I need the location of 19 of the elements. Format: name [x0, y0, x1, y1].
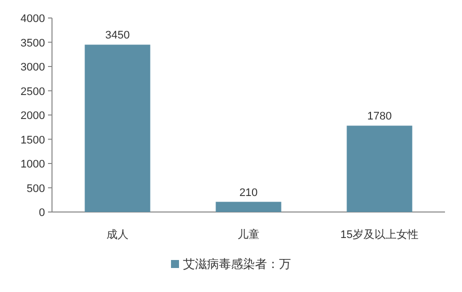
x-tick-label: 儿童: [238, 228, 260, 241]
y-tick-label: 2000: [20, 110, 45, 122]
y-tick-label: 3000: [20, 62, 45, 74]
y-tick-label: 1500: [20, 134, 45, 146]
y-tick-label: 500: [26, 182, 45, 195]
x-tick-label: 成人: [106, 228, 128, 241]
bar: [346, 126, 412, 212]
data-label: 3450: [105, 30, 130, 42]
bar: [216, 202, 282, 212]
y-tick-label: 1000: [20, 158, 45, 170]
y-tick-label: 3500: [20, 37, 45, 50]
data-label: 1780: [367, 110, 392, 123]
bar: [84, 44, 150, 212]
y-tick-label: 0: [38, 207, 45, 219]
data-label: 210: [239, 186, 258, 199]
x-tick-label: 15岁及以上女性: [340, 228, 419, 241]
y-tick-label: 4000: [20, 13, 45, 25]
y-tick-label: 2500: [20, 86, 45, 98]
legend-label: 艾滋病毒感染者：万: [183, 257, 291, 271]
